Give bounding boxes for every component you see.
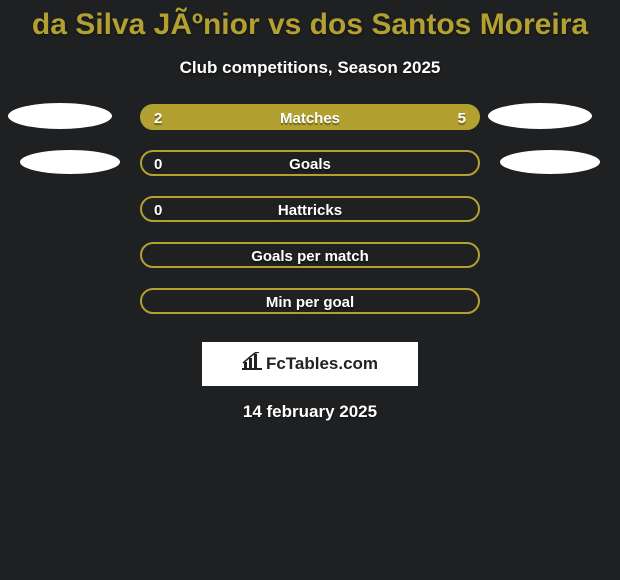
right-pill — [500, 150, 600, 174]
stat-left-value: 0 — [154, 152, 162, 178]
stat-row: Min per goal — [0, 288, 620, 334]
stat-label: Goals — [142, 152, 478, 178]
stat-bar: 0 Goals — [140, 150, 480, 176]
chart-icon — [242, 352, 262, 375]
stat-row: Goals per match — [0, 242, 620, 288]
stat-bar: Min per goal — [140, 288, 480, 314]
stat-bar: 2 Matches 5 — [140, 104, 480, 130]
player-1-name: da Silva JÃºnior — [32, 8, 260, 41]
logo-text: FcTables.com — [266, 354, 378, 374]
logo: FcTables.com — [242, 352, 378, 375]
left-pill — [20, 150, 120, 174]
subtitle: Club competitions, Season 2025 — [0, 58, 620, 78]
stat-bar: Goals per match — [140, 242, 480, 268]
page-title: da Silva JÃºnior vs dos Santos Moreira — [0, 0, 620, 44]
stat-row: 0 Hattricks — [0, 196, 620, 242]
stat-right-value: 5 — [458, 106, 466, 132]
stat-label: Matches — [142, 106, 478, 132]
stats-rows: 2 Matches 5 0 Goals 0 Hattricks — [0, 104, 620, 334]
stat-label: Hattricks — [142, 198, 478, 224]
left-pill — [8, 103, 112, 129]
right-pill — [488, 103, 592, 129]
stat-left-value: 2 — [154, 106, 162, 132]
stat-bar: 0 Hattricks — [140, 196, 480, 222]
vs-separator: vs — [260, 8, 310, 41]
player-2-name: dos Santos Moreira — [310, 8, 588, 41]
stat-label: Goals per match — [142, 244, 478, 270]
stat-row: 0 Goals — [0, 150, 620, 196]
footer-date: 14 february 2025 — [0, 402, 620, 422]
logo-box: FcTables.com — [202, 342, 418, 386]
stat-label: Min per goal — [142, 290, 478, 316]
stat-row: 2 Matches 5 — [0, 104, 620, 150]
comparison-card: da Silva JÃºnior vs dos Santos Moreira C… — [0, 0, 620, 580]
stat-left-value: 0 — [154, 198, 162, 224]
